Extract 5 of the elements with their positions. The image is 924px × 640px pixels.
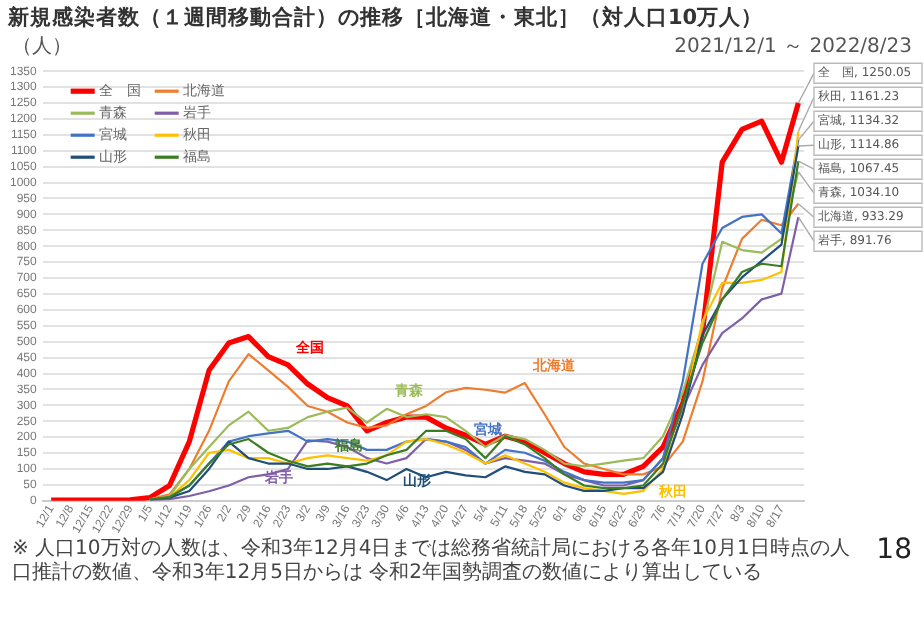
chart-subtitle: 2021/12/1 ～ 2022/8/23 (674, 34, 912, 58)
text: 18 (876, 534, 912, 566)
chart-title: 新規感染者数（１週間移動合計）の推移［北海道・東北］（対人口10万人） (8, 4, 764, 32)
text: ※ 人口10万対の人数は、令和3年12月4日までは総務省統計局における各年10月1日時点の人口推計の数値、令和3年12月5日からは 令和2年国勢調査の数値により算出している (12, 538, 852, 586)
y-axis-title: （人） (12, 34, 72, 58)
